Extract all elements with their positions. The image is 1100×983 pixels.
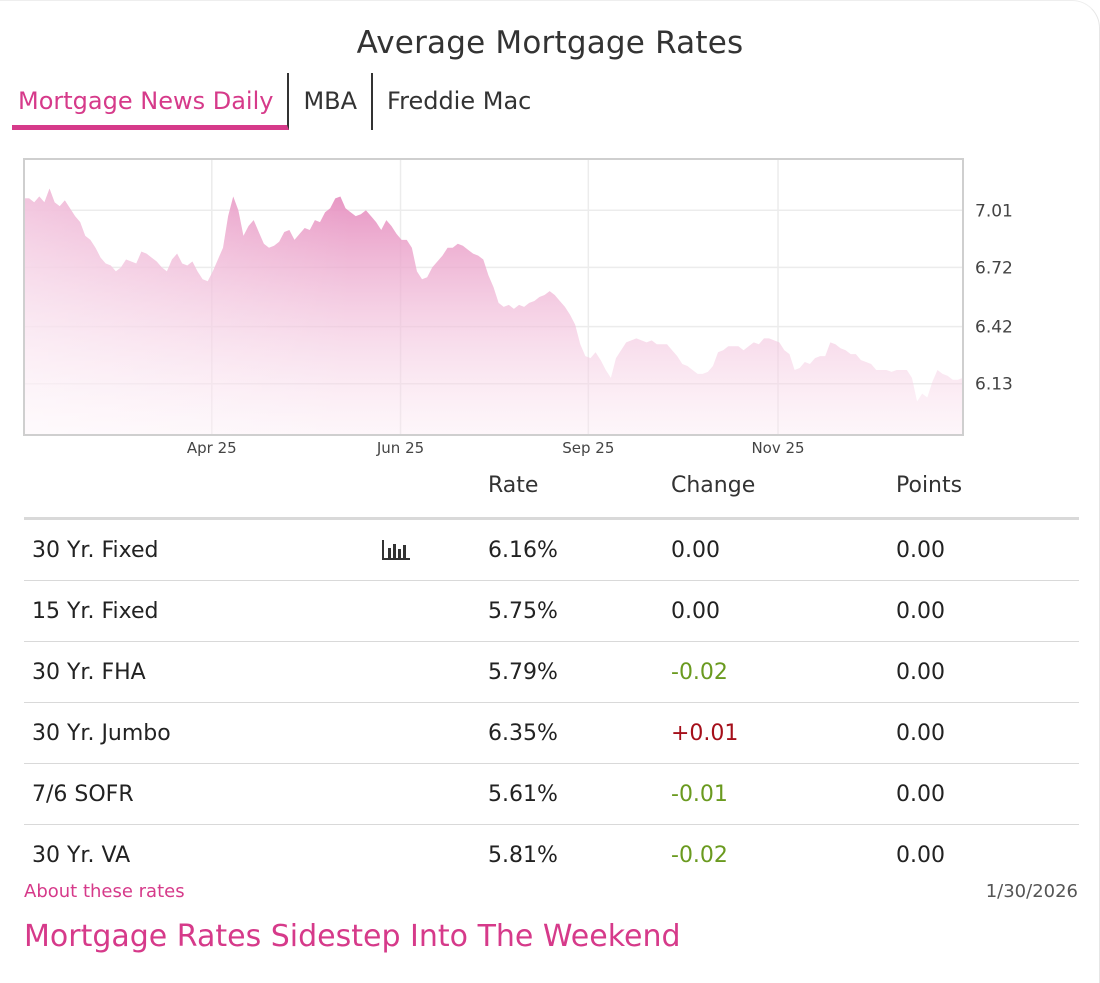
table-header: Rate Change Points <box>24 467 1079 520</box>
points-value: 0.00 <box>896 660 945 685</box>
y-tick-label: 6.42 <box>975 318 1013 338</box>
rate-value: 5.79% <box>488 660 558 685</box>
x-tick-label: Jun 25 <box>376 439 424 457</box>
change-value: 0.00 <box>671 538 720 563</box>
table-row: 30 Yr. FHA 5.79% -0.02 0.00 <box>24 642 1079 703</box>
change-value: -0.02 <box>671 843 728 868</box>
news-headline-link[interactable]: Mortgage Rates Sidestep Into The Weekend <box>24 919 681 954</box>
loan-type: 7/6 SOFR <box>32 782 134 807</box>
tab-mortgage-news-daily[interactable]: Mortgage News Daily <box>12 73 290 130</box>
header-rate: Rate <box>488 473 539 498</box>
x-tick-label: Nov 25 <box>751 439 804 457</box>
table-row: 30 Yr. Fixed 6.16% 0.00 0.00 <box>24 520 1079 581</box>
rate-area-highlight <box>24 188 963 435</box>
header-change: Change <box>671 473 756 498</box>
header-points: Points <box>896 473 963 498</box>
loan-type: 30 Yr. Jumbo <box>32 721 171 746</box>
loan-type: 30 Yr. Fixed <box>32 538 159 563</box>
rate-value: 6.35% <box>488 721 558 746</box>
y-tick-label: 7.01 <box>975 201 1013 221</box>
points-value: 0.00 <box>896 538 945 563</box>
rate-value: 6.16% <box>488 538 558 563</box>
table-row: 30 Yr. VA 5.81% -0.02 0.00 <box>24 825 1079 885</box>
change-value: 0.00 <box>671 599 720 624</box>
x-tick-label: Sep 25 <box>562 439 614 457</box>
y-tick-label: 6.72 <box>975 258 1013 278</box>
loan-type: 30 Yr. VA <box>32 843 131 868</box>
about-these-rates-link[interactable]: About these rates <box>24 881 185 902</box>
table-row: 7/6 SOFR 5.61% -0.01 0.00 <box>24 764 1079 825</box>
rates-date: 1/30/2026 <box>985 881 1078 902</box>
bar-chart-icon[interactable] <box>381 540 411 560</box>
table-row: 15 Yr. Fixed 5.75% 0.00 0.00 <box>24 581 1079 642</box>
loan-type: 30 Yr. FHA <box>32 660 146 685</box>
rates-table: Rate Change Points 30 Yr. Fixed 6.16% 0.… <box>24 467 1079 885</box>
x-tick-label: Apr 25 <box>187 439 237 457</box>
widget-title: Average Mortgage Rates <box>356 25 744 61</box>
source-tabs: Mortgage News Daily MBA Freddie Mac <box>12 73 545 130</box>
y-tick-label: 6.13 <box>975 375 1013 395</box>
tab-mba[interactable]: MBA <box>289 73 374 130</box>
change-value: -0.02 <box>671 660 728 685</box>
points-value: 0.00 <box>896 721 945 746</box>
points-value: 0.00 <box>896 843 945 868</box>
rate-value: 5.81% <box>488 843 558 868</box>
rate-value: 5.61% <box>488 782 558 807</box>
change-value: +0.01 <box>671 721 739 746</box>
loan-type: 15 Yr. Fixed <box>32 599 159 624</box>
rate-history-chart-svg: 7.01 6.72 6.42 6.13 Apr 25 Jun 25 Sep 25 Nov 2… <box>23 158 1013 457</box>
rate-value: 5.75% <box>488 599 558 624</box>
plot-border <box>23 158 964 436</box>
rate-history-chart: 7.01 6.72 6.42 6.13 Apr 25 Jun 25 Sep 25 Nov 2… <box>0 151 1100 461</box>
tab-freddie-mac[interactable]: Freddie Mac <box>387 87 532 115</box>
table-row: 30 Yr. Jumbo 6.35% +0.01 0.00 <box>24 703 1079 764</box>
points-value: 0.00 <box>896 782 945 807</box>
points-value: 0.00 <box>896 599 945 624</box>
change-value: -0.01 <box>671 782 728 807</box>
